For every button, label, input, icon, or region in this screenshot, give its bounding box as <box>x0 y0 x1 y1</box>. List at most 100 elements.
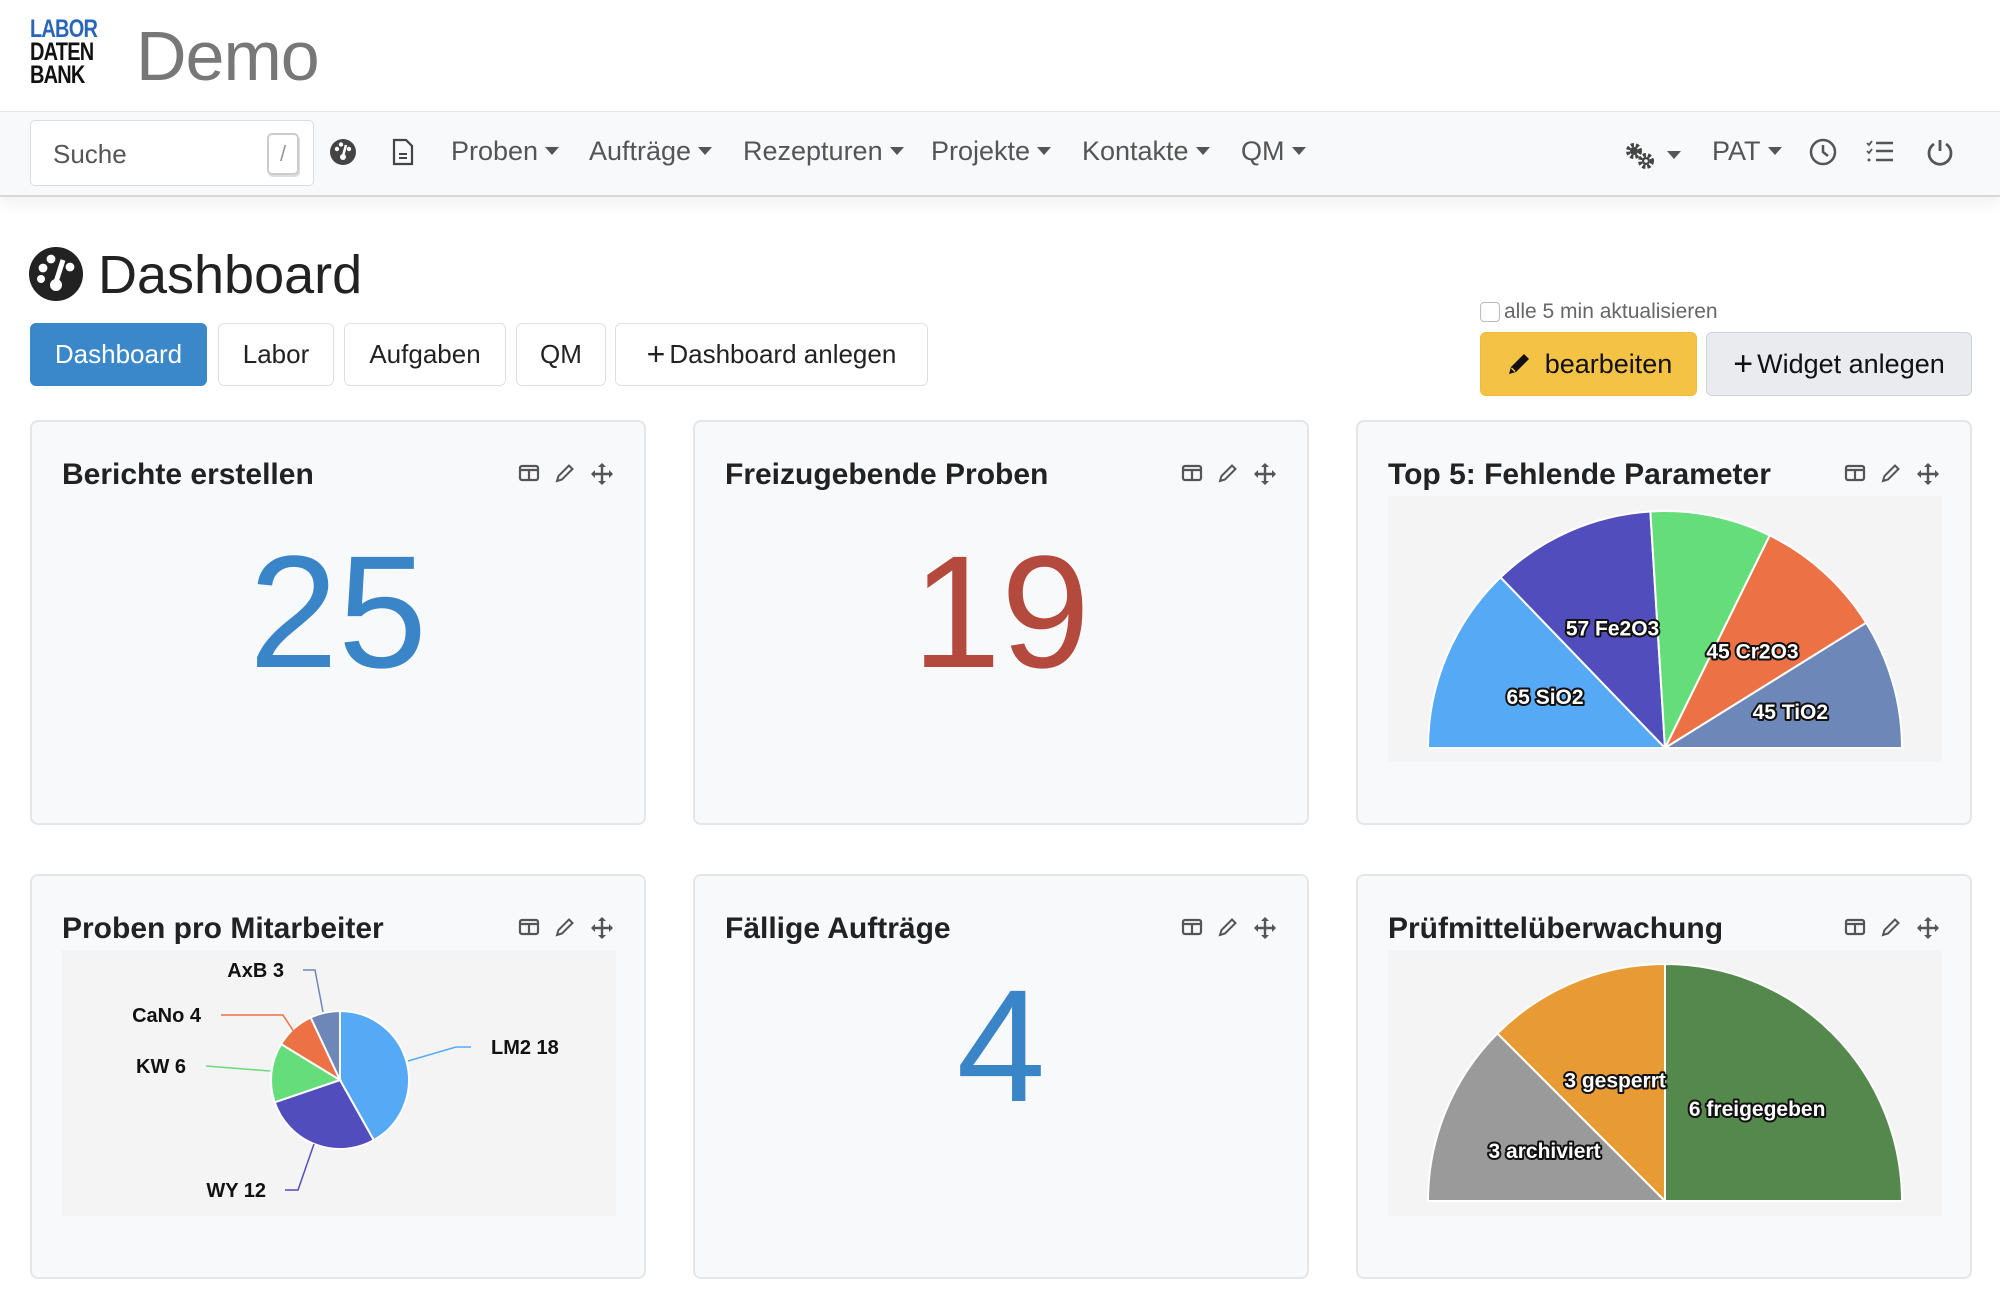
pie-slice[interactable] <box>1427 1032 1666 1202</box>
widget-top5-fehlende-parameter: Top 5: Fehlende Parameter 65 SiO2 57 Fe2O… <box>1356 420 1972 825</box>
page-title: Dashboard <box>98 245 363 305</box>
pie-slice[interactable] <box>339 1009 410 1142</box>
pencil-icon[interactable] <box>1880 462 1902 491</box>
menu-rezepturen[interactable]: Rezepturen <box>743 136 904 167</box>
pie-slice[interactable] <box>1649 510 1771 749</box>
slice-label: LM2 18 <box>491 1037 559 1059</box>
half-pie-chart: 3 archiviert 3 gesperrt 6 freigegeben <box>1388 950 1942 1216</box>
caret-down-icon <box>889 146 904 155</box>
leader-line <box>285 1143 315 1191</box>
caret-down-icon <box>698 146 713 155</box>
tab-dashboard[interactable]: Dashboard <box>30 323 207 386</box>
leader-line <box>303 969 324 1013</box>
pie-slice[interactable] <box>1496 963 1666 1202</box>
slice-label: 65 SiO2 <box>1507 686 1584 709</box>
pie-slice[interactable] <box>309 1009 341 1081</box>
add-widget-button[interactable]: + Widget anlegen <box>1706 332 1972 396</box>
navbar: / Proben Aufträge Rezepturen Projekte Ko… <box>0 111 2000 197</box>
auto-refresh-checkbox[interactable] <box>1480 302 1500 322</box>
brand-title: Demo <box>136 17 320 95</box>
layout-icon[interactable] <box>518 916 540 945</box>
logo[interactable]: LABOR DATEN BANK <box>30 15 98 89</box>
slice-label: 3 archiviert <box>1489 1140 1601 1163</box>
pie-slice[interactable] <box>1664 963 1903 1202</box>
slice-label: 3 gesperrt <box>1564 1070 1666 1093</box>
menu-auftraege[interactable]: Aufträge <box>589 136 713 167</box>
widget-value[interactable]: 19 <box>912 522 1090 701</box>
pencil-icon[interactable] <box>1217 462 1239 491</box>
slice-label: KW 6 <box>136 1056 186 1078</box>
leader-line <box>205 1065 271 1072</box>
tab-aufgaben[interactable]: Aufgaben <box>344 323 506 386</box>
settings-menu[interactable] <box>1625 142 1681 175</box>
widget-value[interactable]: 25 <box>249 522 427 701</box>
slice-label: 45 TiO2 <box>1753 701 1829 724</box>
tab-labor[interactable]: Labor <box>218 323 334 386</box>
plus-icon: + <box>1733 344 1754 383</box>
search-shortcut-hint: / <box>267 133 299 175</box>
layout-icon[interactable] <box>1844 916 1866 945</box>
move-icon[interactable] <box>590 916 614 945</box>
plus-icon: + <box>646 336 666 372</box>
slice-label: 45 Cr2O3 <box>1706 640 1798 663</box>
power-icon[interactable] <box>1926 138 1954 171</box>
pie-slice[interactable] <box>1664 534 1868 749</box>
caret-down-icon <box>1767 146 1782 155</box>
pencil-icon[interactable] <box>554 462 576 491</box>
menu-kontakte[interactable]: Kontakte <box>1082 136 1210 167</box>
layout-icon[interactable] <box>1181 462 1203 491</box>
search-input[interactable] <box>53 139 253 170</box>
slice-label: 6 freigegeben <box>1689 1098 1826 1121</box>
pencil-icon <box>1508 354 1529 374</box>
menu-qm[interactable]: QM <box>1241 136 1306 167</box>
gears-icon <box>1626 143 1681 169</box>
leader-line <box>221 1014 299 1039</box>
caret-down-icon <box>1291 146 1306 155</box>
slice-label: WY 12 <box>206 1180 266 1202</box>
move-icon[interactable] <box>590 462 614 491</box>
pencil-icon[interactable] <box>1217 916 1239 945</box>
dashboard-icon[interactable] <box>329 138 357 171</box>
document-icon[interactable] <box>391 138 415 171</box>
pie-chart: LM2 18 WY 12 KW 6 CaNo 4 AxB 3 <box>62 950 616 1216</box>
pencil-icon[interactable] <box>554 916 576 945</box>
pie-slice[interactable] <box>270 1042 343 1104</box>
widget-freizugebende-proben: Freizugebende Proben 19 <box>693 420 1309 825</box>
user-menu[interactable]: PAT <box>1712 136 1782 167</box>
widget-proben-pro-mitarbeiter: Proben pro Mitarbeiter LM2 18 WY 12 KW 6 Ca… <box>30 874 646 1279</box>
widget-value[interactable]: 4 <box>956 956 1046 1135</box>
clock-icon[interactable] <box>1809 138 1837 171</box>
widget-berichte-erstellen: Berichte erstellen 25 <box>30 420 646 825</box>
pencil-icon[interactable] <box>1880 916 1902 945</box>
auto-refresh-toggle[interactable]: alle 5 min aktualisieren <box>1480 300 1718 324</box>
dashboard-icon <box>28 246 84 307</box>
pie-slice[interactable] <box>273 1078 376 1150</box>
tab-qm[interactable]: QM <box>516 323 606 386</box>
pie-slice[interactable] <box>1664 621 1903 749</box>
caret-down-icon <box>545 146 560 155</box>
move-icon[interactable] <box>1916 916 1940 945</box>
slice-label: 57 Fe2O3 <box>1566 618 1659 641</box>
layout-icon[interactable] <box>1181 916 1203 945</box>
move-icon[interactable] <box>1916 462 1940 491</box>
layout-icon[interactable] <box>518 462 540 491</box>
pie-slice[interactable] <box>1499 510 1666 749</box>
checklist-icon[interactable] <box>1866 138 1894 171</box>
slice-label: CaNo 4 <box>132 1005 202 1027</box>
widget-faellige-auftraege: Fällige Aufträge 4 <box>693 874 1309 1279</box>
pie-slice[interactable] <box>1427 576 1666 749</box>
half-pie-chart: 65 SiO2 57 Fe2O3 45 Cr2O3 45 TiO2 <box>1388 496 1942 762</box>
slice-label: AxB 3 <box>227 960 284 982</box>
widget-pruefmittelueberwachung: Prüfmittelüberwachung 3 archiviert 3 gesp… <box>1356 874 1972 1279</box>
caret-down-icon <box>1195 146 1210 155</box>
move-icon[interactable] <box>1253 462 1277 491</box>
search-box[interactable]: / <box>30 120 314 186</box>
add-dashboard-button[interactable]: + Dashboard anlegen <box>615 323 928 386</box>
leader-line <box>407 1046 471 1062</box>
menu-proben[interactable]: Proben <box>451 136 560 167</box>
menu-projekte[interactable]: Projekte <box>931 136 1052 167</box>
layout-icon[interactable] <box>1844 462 1866 491</box>
edit-button[interactable]: bearbeiten <box>1480 332 1697 396</box>
move-icon[interactable] <box>1253 916 1277 945</box>
caret-down-icon <box>1037 146 1052 155</box>
